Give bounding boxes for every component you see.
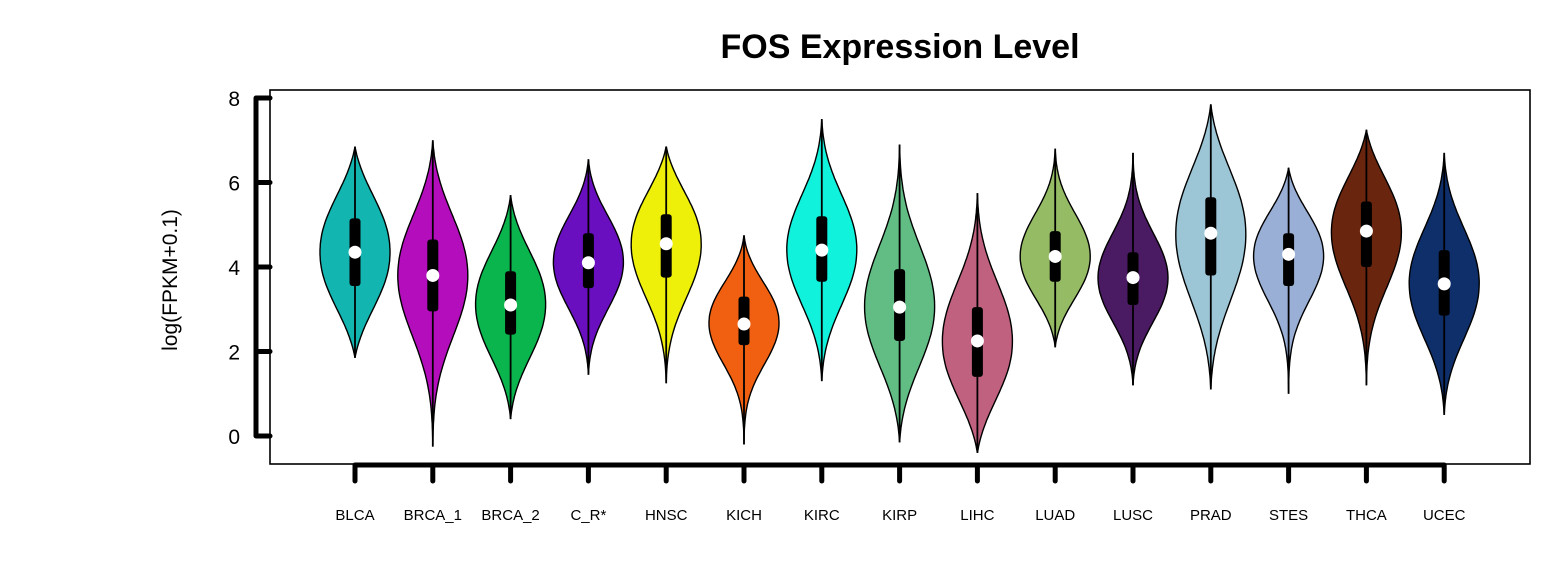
violin-prad — [1175, 104, 1247, 390]
violin-luad — [1019, 148, 1091, 348]
violin-group — [319, 104, 1480, 454]
violin-lusc — [1097, 152, 1169, 386]
x-tick-label: LUSC — [1113, 507, 1153, 524]
y-axis: 0 2 4 6 8 — [228, 88, 273, 449]
x-tick-label: STES — [1269, 507, 1308, 524]
violin-median-point — [659, 237, 673, 251]
x-tick-label: PRAD — [1190, 507, 1232, 524]
violin-thca — [1330, 129, 1403, 386]
y-axis-label: log(FPKM+0.1) — [159, 209, 182, 351]
x-tick-label: C_R* — [570, 507, 606, 524]
violin-median-point — [737, 317, 751, 331]
x-tick-label: BRCA_1 — [404, 507, 462, 524]
x-tick-label: BRCA_2 — [481, 507, 539, 524]
x-tick-label: KIRP — [882, 507, 917, 524]
x-tick-label: BLCA — [335, 507, 374, 524]
y-tick-label: 4 — [228, 257, 240, 280]
violin-median-point — [348, 245, 362, 259]
y-tick-label: 0 — [228, 426, 240, 449]
violin-lihc — [941, 193, 1014, 454]
violin-median-point — [1359, 224, 1373, 238]
violin-median-point — [504, 298, 518, 312]
y-tick-label: 8 — [228, 88, 240, 111]
violin-median-point — [581, 256, 595, 270]
x-tick-label: THCA — [1346, 507, 1387, 524]
violin-brca-2 — [474, 195, 547, 420]
violin-stes — [1252, 167, 1325, 394]
x-tick-label: KICH — [726, 507, 762, 524]
violin-median-point — [1204, 226, 1218, 240]
violin-median-point — [1126, 271, 1140, 285]
violin-median-point — [815, 243, 829, 257]
x-tick-label: LUAD — [1035, 507, 1075, 524]
x-tick-label: LIHC — [960, 507, 994, 524]
violin-kirc — [786, 119, 858, 382]
violin-c-r- — [552, 159, 625, 375]
violin-median-point — [893, 300, 907, 314]
x-tick-label: UCEC — [1423, 507, 1466, 524]
violin-kirp — [863, 144, 936, 443]
x-tick-label: KIRC — [804, 507, 840, 524]
violin-median-point — [970, 334, 984, 348]
violin-kich — [708, 235, 780, 445]
violin-ucec — [1408, 152, 1480, 415]
violin-median-point — [1048, 249, 1062, 263]
violin-brca-1 — [397, 140, 469, 447]
y-tick-label: 2 — [228, 342, 240, 365]
violin-blca — [319, 146, 391, 358]
violin-median-point — [1282, 247, 1296, 261]
y-tick-label: 6 — [228, 173, 240, 196]
chart-title: FOS Expression Level — [720, 28, 1079, 66]
x-axis: BLCA BRCA_1 BRCA_2 C_R* HNSC KICH KIRC KIRP LIHC… — [335, 462, 1466, 524]
violin-median-point — [426, 268, 440, 282]
x-tick-label: HNSC — [645, 507, 688, 524]
violin-hnsc — [630, 146, 702, 384]
violin-median-point — [1437, 277, 1451, 291]
